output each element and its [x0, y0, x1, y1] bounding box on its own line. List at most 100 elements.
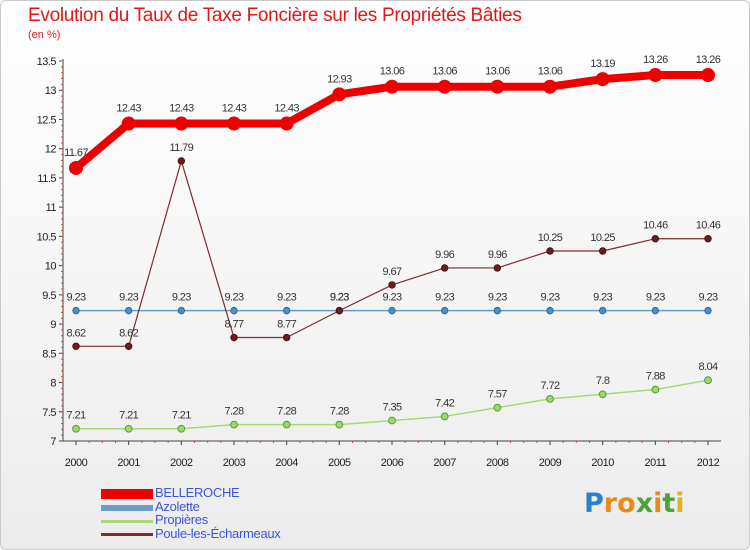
y-tick-label: 11.5	[37, 173, 56, 185]
x-tick-label: 2002	[170, 457, 193, 469]
data-label: 9.23	[435, 292, 454, 304]
y-tick-label: 10.5	[37, 231, 57, 243]
y-tick-label: 13.5	[37, 56, 57, 68]
data-label: 8.62	[66, 327, 85, 339]
x-tick-label: 2007	[433, 457, 456, 469]
data-label: 7.21	[119, 410, 138, 422]
data-label: 7.57	[488, 389, 507, 401]
data-label: 13.06	[538, 66, 563, 78]
x-tick-label: 2003	[223, 457, 246, 469]
data-label: 10.25	[538, 232, 563, 244]
data-point	[595, 72, 610, 87]
data-point	[490, 79, 505, 94]
y-tick-label: 8	[50, 378, 56, 390]
data-point	[124, 424, 133, 433]
x-tick-label: 2011	[645, 457, 667, 469]
data-label: 12.43	[222, 103, 247, 115]
legend-label: Azolette	[155, 498, 200, 514]
data-label: 9.67	[382, 266, 401, 278]
data-label: 8.04	[698, 361, 717, 373]
data-label: 7.72	[540, 380, 559, 392]
data-label: 7.42	[435, 397, 454, 409]
data-point	[124, 342, 133, 350]
data-point	[546, 306, 554, 315]
data-point	[230, 420, 238, 429]
data-point	[72, 342, 80, 350]
data-point	[385, 79, 399, 94]
logo-letter: t	[662, 488, 676, 519]
data-label: 13.06	[485, 66, 510, 78]
data-point	[598, 247, 607, 255]
data-label: 9.23	[172, 292, 191, 304]
data-point	[282, 420, 291, 429]
data-point	[174, 116, 189, 131]
data-point	[388, 416, 396, 425]
chart-title: Evolution du Taux de Taxe Foncière sur l…	[28, 5, 522, 26]
data-point	[546, 395, 554, 403]
legend-item: Poule-les-Écharmeaux	[101, 525, 341, 542]
data-label: 13.06	[380, 66, 405, 78]
x-tick-label: 2000	[65, 457, 88, 469]
legend-label: BELLEROCHE	[155, 485, 240, 500]
data-point	[598, 306, 607, 315]
data-point	[437, 79, 452, 94]
data-label: 9.96	[488, 249, 507, 261]
data-label: 8.77	[224, 319, 243, 331]
legend-item: BELLEROCHE	[101, 485, 341, 501]
data-label: 8.62	[119, 327, 138, 339]
data-point	[440, 264, 449, 272]
data-point	[282, 306, 291, 315]
legend-label: Poule-les-Écharmeaux	[155, 525, 281, 541]
data-label: 12.43	[274, 103, 299, 115]
data-label: 13.06	[432, 66, 457, 78]
data-point	[177, 424, 186, 433]
data-label: 9.23	[540, 292, 559, 304]
data-point	[121, 116, 136, 131]
data-label: 9.23	[593, 292, 612, 304]
data-point	[648, 68, 663, 83]
data-point	[704, 306, 712, 315]
y-tick-label: 11	[46, 202, 57, 214]
data-point	[72, 306, 80, 315]
data-point	[230, 306, 238, 315]
y-tick-label: 7.5	[42, 407, 56, 419]
data-point	[493, 264, 502, 272]
y-axis-unit: (en %)	[28, 29, 61, 41]
data-point	[388, 281, 396, 289]
legend-swatch	[101, 519, 153, 523]
data-point	[651, 235, 660, 243]
data-label: 13.26	[696, 54, 721, 66]
legend-swatch	[101, 533, 153, 536]
data-point	[493, 403, 502, 412]
data-label: 13.26	[643, 54, 668, 66]
data-label: 13.19	[590, 58, 615, 70]
data-point	[282, 333, 291, 342]
data-label: 9.96	[435, 249, 454, 261]
data-label: 12.93	[327, 73, 352, 85]
data-point	[335, 306, 344, 315]
data-label: 9.23	[330, 292, 349, 304]
data-point	[279, 116, 294, 131]
data-label: 7.28	[330, 406, 349, 418]
data-point	[546, 247, 554, 255]
data-point	[177, 306, 186, 315]
y-tick-label: 8.5	[42, 348, 56, 360]
data-label: 7.28	[277, 406, 296, 418]
y-tick-label: 9.5	[42, 290, 56, 302]
x-tick-label: 2004	[275, 457, 298, 469]
data-label: 9.23	[488, 292, 507, 304]
data-point	[598, 390, 607, 399]
y-tick-label: 7	[50, 436, 56, 448]
data-point	[124, 306, 133, 315]
logo-letter: x	[635, 488, 654, 519]
data-point	[651, 306, 660, 315]
proxiti-logo: Proxiti	[584, 488, 685, 519]
logo-letter: i	[675, 488, 685, 519]
data-label: 10.25	[590, 232, 615, 244]
legend-swatch	[101, 489, 153, 499]
data-point	[543, 79, 557, 94]
data-label: 11.79	[169, 142, 193, 154]
data-label: 9.23	[224, 292, 243, 304]
